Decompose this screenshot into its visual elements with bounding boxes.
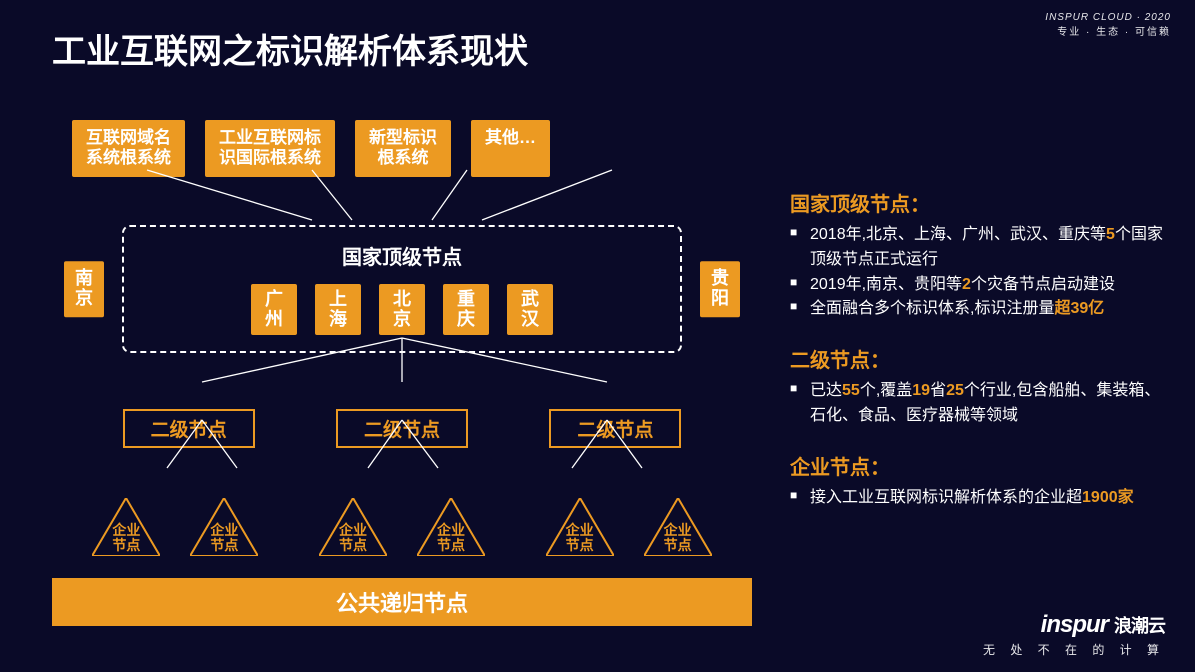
enterprise-pair: 企业节点 企业节点	[92, 498, 258, 556]
backup-node-guiyang: 贵阳	[700, 261, 740, 317]
enterprise-label: 企业节点	[644, 523, 712, 552]
root-system-box: 其他…	[471, 120, 550, 177]
root-system-box: 工业互联网标识国际根系统	[205, 120, 335, 177]
tier2-node: 二级节点	[336, 409, 468, 448]
public-recursive-bar: 公共递归节点	[52, 578, 752, 626]
section-list: 已达55个,覆盖19省25个行业,包含船舶、集装箱、石化、食品、医疗器械等领域	[790, 379, 1170, 429]
root-system-box: 互联网域名系统根系统	[72, 120, 185, 177]
page-title: 工业互联网之标识解析体系现状	[52, 24, 528, 73]
section-list: 接入工业互联网标识解析体系的企业超1900家	[790, 486, 1170, 511]
logo-en: inspur	[1041, 611, 1108, 638]
city-node: 重庆	[443, 284, 489, 336]
city-node: 广州	[251, 284, 297, 336]
logo: inspur浪潮云	[983, 611, 1165, 639]
header-brand: INSPUR CLOUD · 2020 专业 · 生态 · 可信赖	[1045, 12, 1171, 38]
enterprise-node: 企业节点	[92, 498, 160, 556]
city-row: 广州 上海 北京 重庆 武汉	[142, 284, 662, 336]
footer-brand: inspur浪潮云 无 处 不 在 的 计 算	[983, 611, 1165, 658]
enterprise-label: 企业节点	[92, 523, 160, 552]
section-heading: 国家顶级节点：	[790, 188, 1170, 217]
brand-motto: 专业 · 生态 · 可信赖	[1045, 23, 1171, 38]
tier2-row: 二级节点 二级节点 二级节点	[52, 409, 752, 448]
root-system-box: 新型标识根系统	[355, 120, 451, 177]
footer-tagline: 无 处 不 在 的 计 算	[983, 641, 1165, 658]
enterprise-node: 企业节点	[546, 498, 614, 556]
enterprise-node: 企业节点	[644, 498, 712, 556]
list-item: 接入工业互联网标识解析体系的企业超1900家	[790, 486, 1170, 511]
list-item: 全面融合多个标识体系,标识注册量超39亿	[790, 297, 1170, 322]
section-heading: 企业节点：	[790, 451, 1170, 480]
brand-en: INSPUR CLOUD · 2020	[1045, 12, 1171, 23]
tier2-node: 二级节点	[549, 409, 681, 448]
city-node: 上海	[315, 284, 361, 336]
backup-node-nanjing: 南京	[64, 261, 104, 317]
city-node: 武汉	[507, 284, 553, 336]
info-panel: 国家顶级节点： 2018年,北京、上海、广州、武汉、重庆等5个国家顶级节点正式运…	[790, 188, 1170, 533]
enterprise-label: 企业节点	[546, 523, 614, 552]
enterprise-row: 企业节点 企业节点 企业节点 企业节点 企业节点	[52, 498, 752, 556]
enterprise-node: 企业节点	[417, 498, 485, 556]
national-node-title: 国家顶级节点	[142, 241, 662, 270]
list-item: 2018年,北京、上海、广州、武汉、重庆等5个国家顶级节点正式运行	[790, 223, 1170, 273]
enterprise-node: 企业节点	[319, 498, 387, 556]
city-node: 北京	[379, 284, 425, 336]
list-item: 已达55个,覆盖19省25个行业,包含船舶、集装箱、石化、食品、医疗器械等领域	[790, 379, 1170, 429]
enterprise-label: 企业节点	[319, 523, 387, 552]
enterprise-label: 企业节点	[417, 523, 485, 552]
tier2-node: 二级节点	[123, 409, 255, 448]
section-heading: 二级节点：	[790, 344, 1170, 373]
list-item: 2019年,南京、贵阳等2个灾备节点启动建设	[790, 273, 1170, 298]
logo-cn: 浪潮云	[1114, 612, 1165, 638]
enterprise-node: 企业节点	[190, 498, 258, 556]
enterprise-pair: 企业节点 企业节点	[546, 498, 712, 556]
root-systems-row: 互联网域名系统根系统 工业互联网标识国际根系统 新型标识根系统 其他…	[72, 120, 752, 177]
enterprise-pair: 企业节点 企业节点	[319, 498, 485, 556]
section-list: 2018年,北京、上海、广州、武汉、重庆等5个国家顶级节点正式运行 2019年,…	[790, 223, 1170, 322]
enterprise-label: 企业节点	[190, 523, 258, 552]
national-node-frame: 南京 国家顶级节点 广州 上海 北京 重庆 武汉 贵阳	[122, 225, 682, 354]
diagram-area: 互联网域名系统根系统 工业互联网标识国际根系统 新型标识根系统 其他… 南京 国…	[52, 120, 752, 626]
